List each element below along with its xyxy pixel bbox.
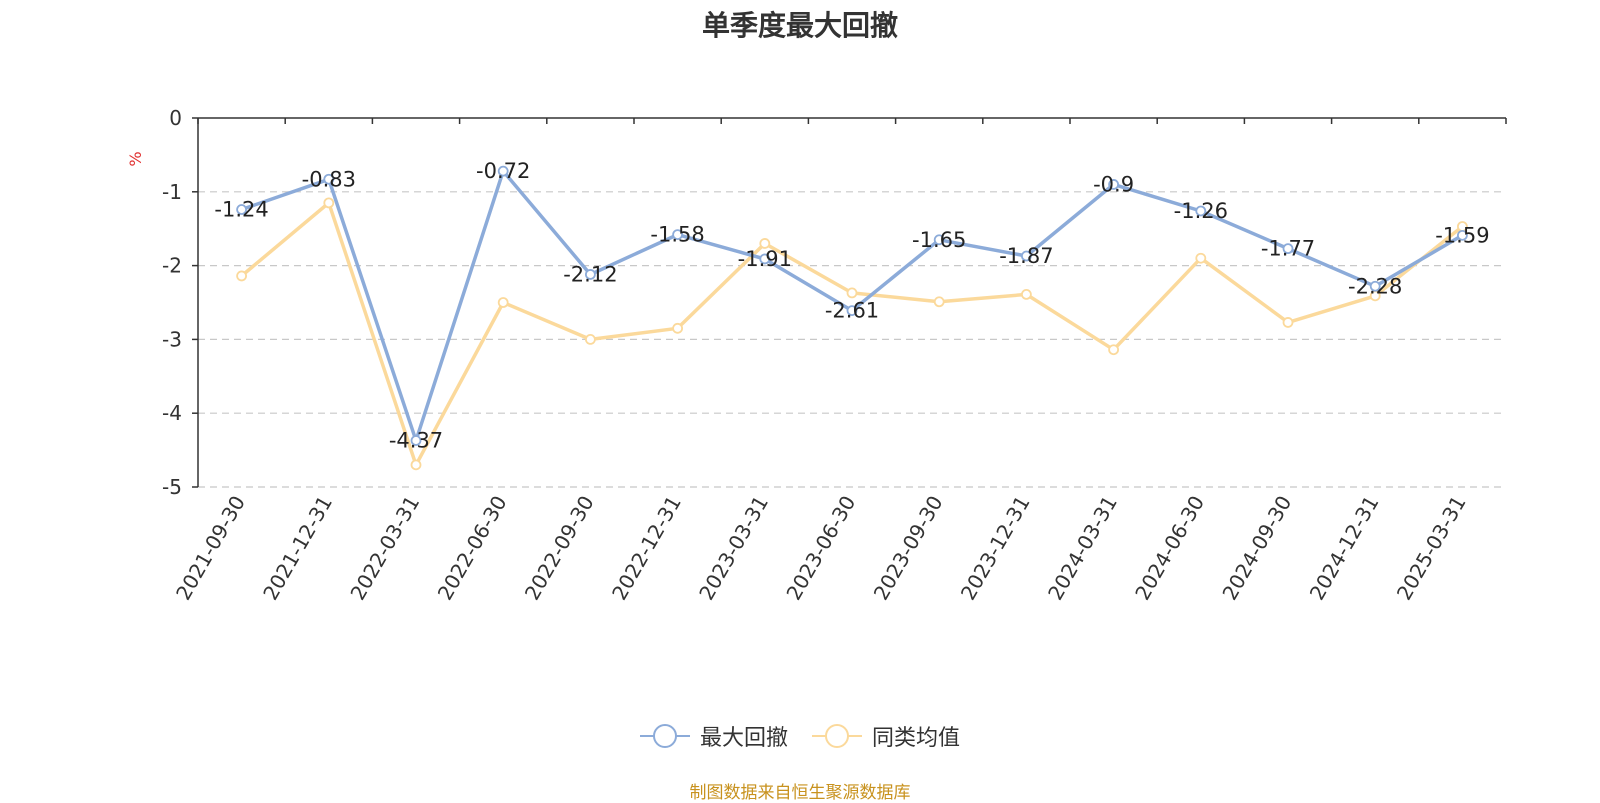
- legend: 最大回撤 同类均值: [0, 720, 1600, 752]
- x-tick-label: 2024-09-30: [1217, 492, 1296, 605]
- data-point[interactable]: [1021, 288, 1032, 300]
- x-tick-label: 2024-12-31: [1305, 492, 1384, 605]
- data-point[interactable]: [585, 269, 596, 280]
- legend-item-max-drawdown[interactable]: 最大回撤: [639, 720, 788, 752]
- x-tick-label: 2023-03-31: [694, 492, 773, 605]
- data-point[interactable]: [759, 238, 771, 249]
- y-axis-unit: %: [126, 151, 145, 166]
- x-tick-label: 2025-03-31: [1392, 492, 1471, 605]
- data-label: -1.65: [912, 228, 966, 252]
- legend-item-peer-average[interactable]: 同类均值: [812, 720, 960, 752]
- legend-label: 同类均值: [872, 726, 961, 751]
- data-point[interactable]: [323, 173, 335, 185]
- x-tick-label: 2024-06-30: [1130, 492, 1209, 605]
- data-label: -1.59: [1435, 223, 1489, 247]
- data-point[interactable]: [672, 229, 683, 241]
- y-tick-label: -4: [162, 401, 182, 425]
- series-peer-average: [236, 197, 1468, 471]
- data-label: -4.37: [389, 429, 443, 453]
- data-point[interactable]: [1195, 252, 1207, 264]
- data-point[interactable]: [323, 197, 335, 209]
- data-label: -1.58: [650, 223, 704, 247]
- data-label: -2.12: [563, 262, 617, 286]
- data-point[interactable]: [846, 305, 858, 317]
- data-point[interactable]: [933, 296, 945, 308]
- circle-line-icon: [639, 723, 690, 749]
- data-label: -1.77: [1261, 237, 1315, 261]
- data-point[interactable]: [933, 234, 945, 246]
- series-layer: [236, 165, 1468, 471]
- data-point[interactable]: [1282, 317, 1294, 328]
- data-label: -1.24: [214, 198, 268, 222]
- data-label: -1.26: [1174, 199, 1228, 223]
- y-tick-label: -3: [162, 327, 182, 351]
- data-point[interactable]: [1369, 280, 1381, 292]
- x-tick-label: 2022-03-31: [345, 492, 424, 605]
- x-tick-label: 2023-09-30: [869, 491, 948, 604]
- data-point[interactable]: [759, 253, 771, 265]
- data-label: -1.91: [738, 247, 792, 271]
- data-label: -0.72: [476, 159, 530, 183]
- x-tick-label: 2023-06-30: [781, 492, 860, 605]
- data-point[interactable]: [236, 204, 248, 215]
- data-label: -2.61: [825, 299, 879, 323]
- data-label: -1.87: [999, 244, 1053, 268]
- x-tick-label: 2023-12-31: [956, 492, 1035, 605]
- x-tick-label: 2022-09-30: [520, 492, 599, 605]
- data-point[interactable]: [1282, 243, 1294, 255]
- data-point[interactable]: [497, 165, 509, 177]
- data-point[interactable]: [1108, 179, 1119, 190]
- data-point[interactable]: [846, 287, 858, 299]
- x-tick-label: 2024-03-31: [1043, 492, 1122, 605]
- data-point[interactable]: [672, 322, 683, 334]
- data-label: -0.83: [302, 167, 356, 191]
- source-note: 制图数据来自恒生聚源数据库: [689, 783, 911, 803]
- data-label: -2.28: [1348, 274, 1402, 298]
- data-labels: -1.24 -0.83 -4.37 -0.72 -2.12 -1.58 -1.91 -2.61…: [214, 159, 1489, 452]
- data-point[interactable]: [410, 435, 422, 446]
- y-tick-label: 0: [169, 106, 182, 130]
- legend-label: 最大回撤: [699, 726, 788, 751]
- data-point[interactable]: [497, 297, 509, 308]
- x-tick-label: 2022-06-30: [433, 492, 512, 605]
- data-label: -0.9: [1093, 172, 1134, 196]
- x-tick-label: 2021-09-30: [171, 492, 250, 605]
- data-point[interactable]: [1457, 229, 1468, 241]
- series-max-drawdown: [236, 165, 1468, 446]
- data-point[interactable]: [585, 333, 596, 345]
- data-point[interactable]: [410, 459, 422, 471]
- chart-title: 单季度最大回撤: [701, 9, 898, 42]
- grid-lines: [198, 191, 1506, 488]
- data-point[interactable]: [1021, 250, 1032, 262]
- data-point[interactable]: [1195, 205, 1207, 217]
- y-tick-label: -2: [162, 254, 182, 278]
- circle-line-icon: [812, 723, 862, 749]
- x-tick-label: 2021-12-31: [258, 492, 337, 605]
- data-point[interactable]: [236, 270, 248, 282]
- x-tick-label: 2022-12-31: [607, 492, 686, 605]
- data-point[interactable]: [1108, 344, 1119, 356]
- y-tick-label: -5: [162, 475, 182, 499]
- y-tick-label: -1: [162, 180, 182, 204]
